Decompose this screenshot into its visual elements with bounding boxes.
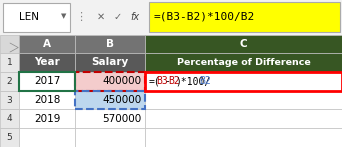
Text: 3: 3	[6, 96, 12, 105]
Bar	[145, 109, 342, 128]
Bar	[19, 91, 75, 109]
Text: B2: B2	[199, 76, 211, 86]
Text: Percentage of Difference: Percentage of Difference	[177, 58, 311, 67]
Text: A: A	[43, 39, 51, 49]
Text: 400000: 400000	[102, 76, 141, 86]
Text: -: -	[164, 76, 170, 86]
Text: 2019: 2019	[34, 114, 60, 124]
Text: 4: 4	[6, 114, 12, 123]
Text: 1: 1	[6, 58, 12, 67]
Text: ✕: ✕	[97, 12, 105, 22]
Bar	[19, 109, 75, 128]
Text: LEN: LEN	[19, 12, 39, 22]
Bar	[145, 72, 342, 91]
Text: =(B3-B2)*100/B2: =(B3-B2)*100/B2	[154, 12, 255, 22]
Bar	[75, 109, 145, 128]
Bar	[145, 35, 342, 53]
Text: 5: 5	[6, 133, 12, 142]
Text: =(: =(	[148, 76, 160, 86]
Bar	[19, 128, 75, 147]
Bar	[0, 128, 19, 147]
Text: B3: B3	[156, 76, 168, 86]
Text: C: C	[240, 39, 248, 49]
Bar	[0, 35, 19, 53]
Bar	[19, 72, 75, 91]
Text: ⋮: ⋮	[75, 12, 86, 22]
Text: )*100/: )*100/	[176, 76, 211, 86]
Text: 2: 2	[6, 77, 12, 86]
Bar	[75, 91, 145, 109]
Bar	[75, 128, 145, 147]
Bar	[145, 53, 342, 72]
Text: Year: Year	[34, 57, 60, 67]
Bar	[0, 72, 19, 91]
Bar	[3, 3, 70, 32]
Text: ▼: ▼	[61, 14, 66, 20]
Bar	[75, 53, 145, 72]
Bar	[19, 72, 75, 91]
Bar	[149, 2, 340, 32]
Text: ✓: ✓	[114, 12, 122, 22]
Text: 2017: 2017	[34, 76, 60, 86]
Text: Salary: Salary	[92, 57, 129, 67]
Text: 2018: 2018	[34, 95, 60, 105]
Bar	[0, 91, 19, 109]
Bar	[145, 128, 342, 147]
Bar	[145, 91, 342, 109]
Bar	[75, 72, 145, 91]
Text: 570000: 570000	[102, 114, 141, 124]
Bar	[75, 35, 145, 53]
Text: B2: B2	[168, 76, 180, 86]
Bar	[145, 72, 342, 91]
Bar	[0, 53, 19, 72]
Text: B: B	[106, 39, 114, 49]
Bar	[0, 109, 19, 128]
Text: 450000: 450000	[102, 95, 141, 105]
Bar	[19, 35, 75, 53]
Bar	[75, 72, 145, 91]
Text: fx: fx	[131, 12, 140, 22]
Bar	[19, 53, 75, 72]
Bar	[75, 91, 145, 109]
